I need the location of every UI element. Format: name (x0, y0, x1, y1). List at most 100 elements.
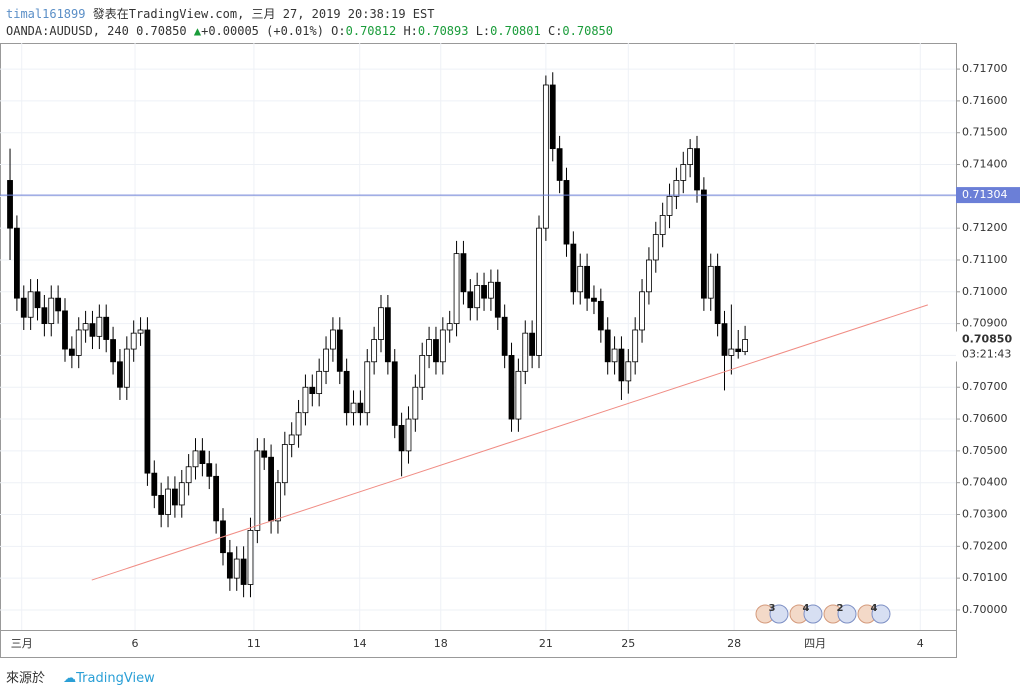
y-tick-label: 0.71500 (962, 126, 1008, 139)
candle-body (68, 348, 75, 356)
x-tick-label: 11 (247, 637, 261, 650)
y-tick-label: 0.70700 (962, 380, 1008, 393)
candle-body (117, 361, 123, 388)
source: 來源於 (6, 671, 46, 686)
l-label: L: (475, 24, 491, 38)
candle-body (481, 285, 487, 299)
countdown: 03:21:43 (962, 348, 1011, 361)
candle-body (240, 558, 247, 585)
candle-body (165, 488, 171, 515)
candle-body (123, 348, 130, 388)
candle-body (158, 495, 165, 515)
candle-body (371, 339, 378, 363)
candle-body (584, 265, 590, 299)
x-tick-label: 四月 (804, 637, 826, 650)
candle-body (536, 227, 542, 356)
x-tick-label: 14 (353, 637, 367, 650)
candle-body (336, 329, 343, 372)
published: 發表在TradingView.com, 三月 27, 2019 20:38:19… (92, 7, 435, 21)
event-flag (803, 604, 823, 624)
candle-body (13, 227, 20, 299)
candle-body (281, 444, 288, 484)
candle-body (488, 281, 494, 299)
candle-body (130, 332, 137, 350)
x-tick-label: 4 (917, 637, 924, 650)
candle-body (316, 370, 323, 395)
candle-body (357, 402, 364, 414)
candle-body (687, 148, 694, 165)
candle-body (151, 472, 158, 496)
candle-body (89, 323, 96, 337)
candle-body (103, 316, 110, 340)
candle-body (728, 348, 735, 356)
h-value: 0.70893 (417, 24, 469, 38)
candle-body (419, 355, 426, 388)
brand-icon: ☁ (63, 671, 77, 686)
y-tick-label: 0.71100 (962, 253, 1008, 266)
event-flag (871, 604, 891, 624)
candle-body (474, 285, 481, 309)
x-tick-label: 28 (727, 637, 741, 650)
candle-body (666, 195, 673, 216)
candle-body (199, 450, 206, 465)
candle-body (82, 323, 89, 331)
candle-body (529, 332, 536, 356)
candle-body (96, 316, 103, 337)
hline-label: 0.71304 (962, 188, 1008, 201)
y-tick-label: 0.70400 (962, 476, 1008, 489)
candle-body (48, 297, 55, 325)
candle-body (515, 370, 522, 420)
candle-body (192, 450, 199, 468)
c-value: 0.70850 (562, 24, 613, 38)
candle-body (62, 310, 68, 350)
candle-body (742, 339, 748, 353)
candle-body (185, 466, 192, 484)
candle-body (378, 307, 384, 340)
ohlc-line: OANDA:AUDUSD, 240 0.70850 ▲+0.00005 (+0.… (6, 24, 613, 38)
candle-body (577, 265, 584, 293)
candle-body (275, 482, 281, 522)
candle-body (563, 180, 570, 245)
x-tick-label: 6 (132, 637, 139, 650)
candle-body (460, 253, 467, 293)
candle-body (391, 361, 398, 426)
h-label: H: (403, 24, 418, 38)
up-arrow: ▲ (193, 24, 202, 38)
candle-body (213, 475, 220, 522)
candle-body (591, 297, 597, 302)
candle-body (604, 329, 611, 363)
y-tick-label: 0.71000 (962, 285, 1008, 298)
candle-body (144, 329, 151, 474)
candle-body (714, 265, 721, 325)
event-count: 4 (803, 603, 810, 614)
candle-body (206, 463, 213, 477)
event-count: 3 (769, 603, 776, 614)
candle-body (75, 329, 82, 356)
symbol: OANDA:AUDUSD, 240 (6, 24, 129, 38)
change: +0.00005 (+0.01%) (201, 24, 324, 38)
brand[interactable]: TradingView (76, 671, 155, 686)
candle-body (597, 300, 604, 331)
candle-body (398, 425, 405, 452)
candle-body (350, 402, 357, 414)
candle-body (707, 265, 714, 299)
candle-body (673, 180, 680, 197)
l-value: 0.70801 (490, 24, 541, 38)
y-tick-label: 0.70600 (962, 412, 1008, 425)
candle-body (364, 361, 371, 414)
candle-body (7, 180, 13, 229)
c-label: C: (547, 24, 563, 38)
candle-body (439, 329, 446, 363)
candle-body (323, 348, 329, 372)
candle-body (659, 215, 666, 235)
x-tick-label: 21 (539, 637, 553, 650)
o-value: 0.70812 (345, 24, 397, 38)
event-count: 2 (837, 603, 844, 614)
candle-body (625, 361, 632, 382)
last-price-tag (956, 331, 1020, 362)
header-line: timal161899 發表在TradingView.com, 三月 27, 2… (6, 5, 434, 22)
x-tick-label: 三月 (11, 637, 33, 650)
candle-body (261, 450, 268, 458)
trend-line (91, 304, 928, 581)
y-tick-label: 0.70300 (962, 508, 1008, 521)
